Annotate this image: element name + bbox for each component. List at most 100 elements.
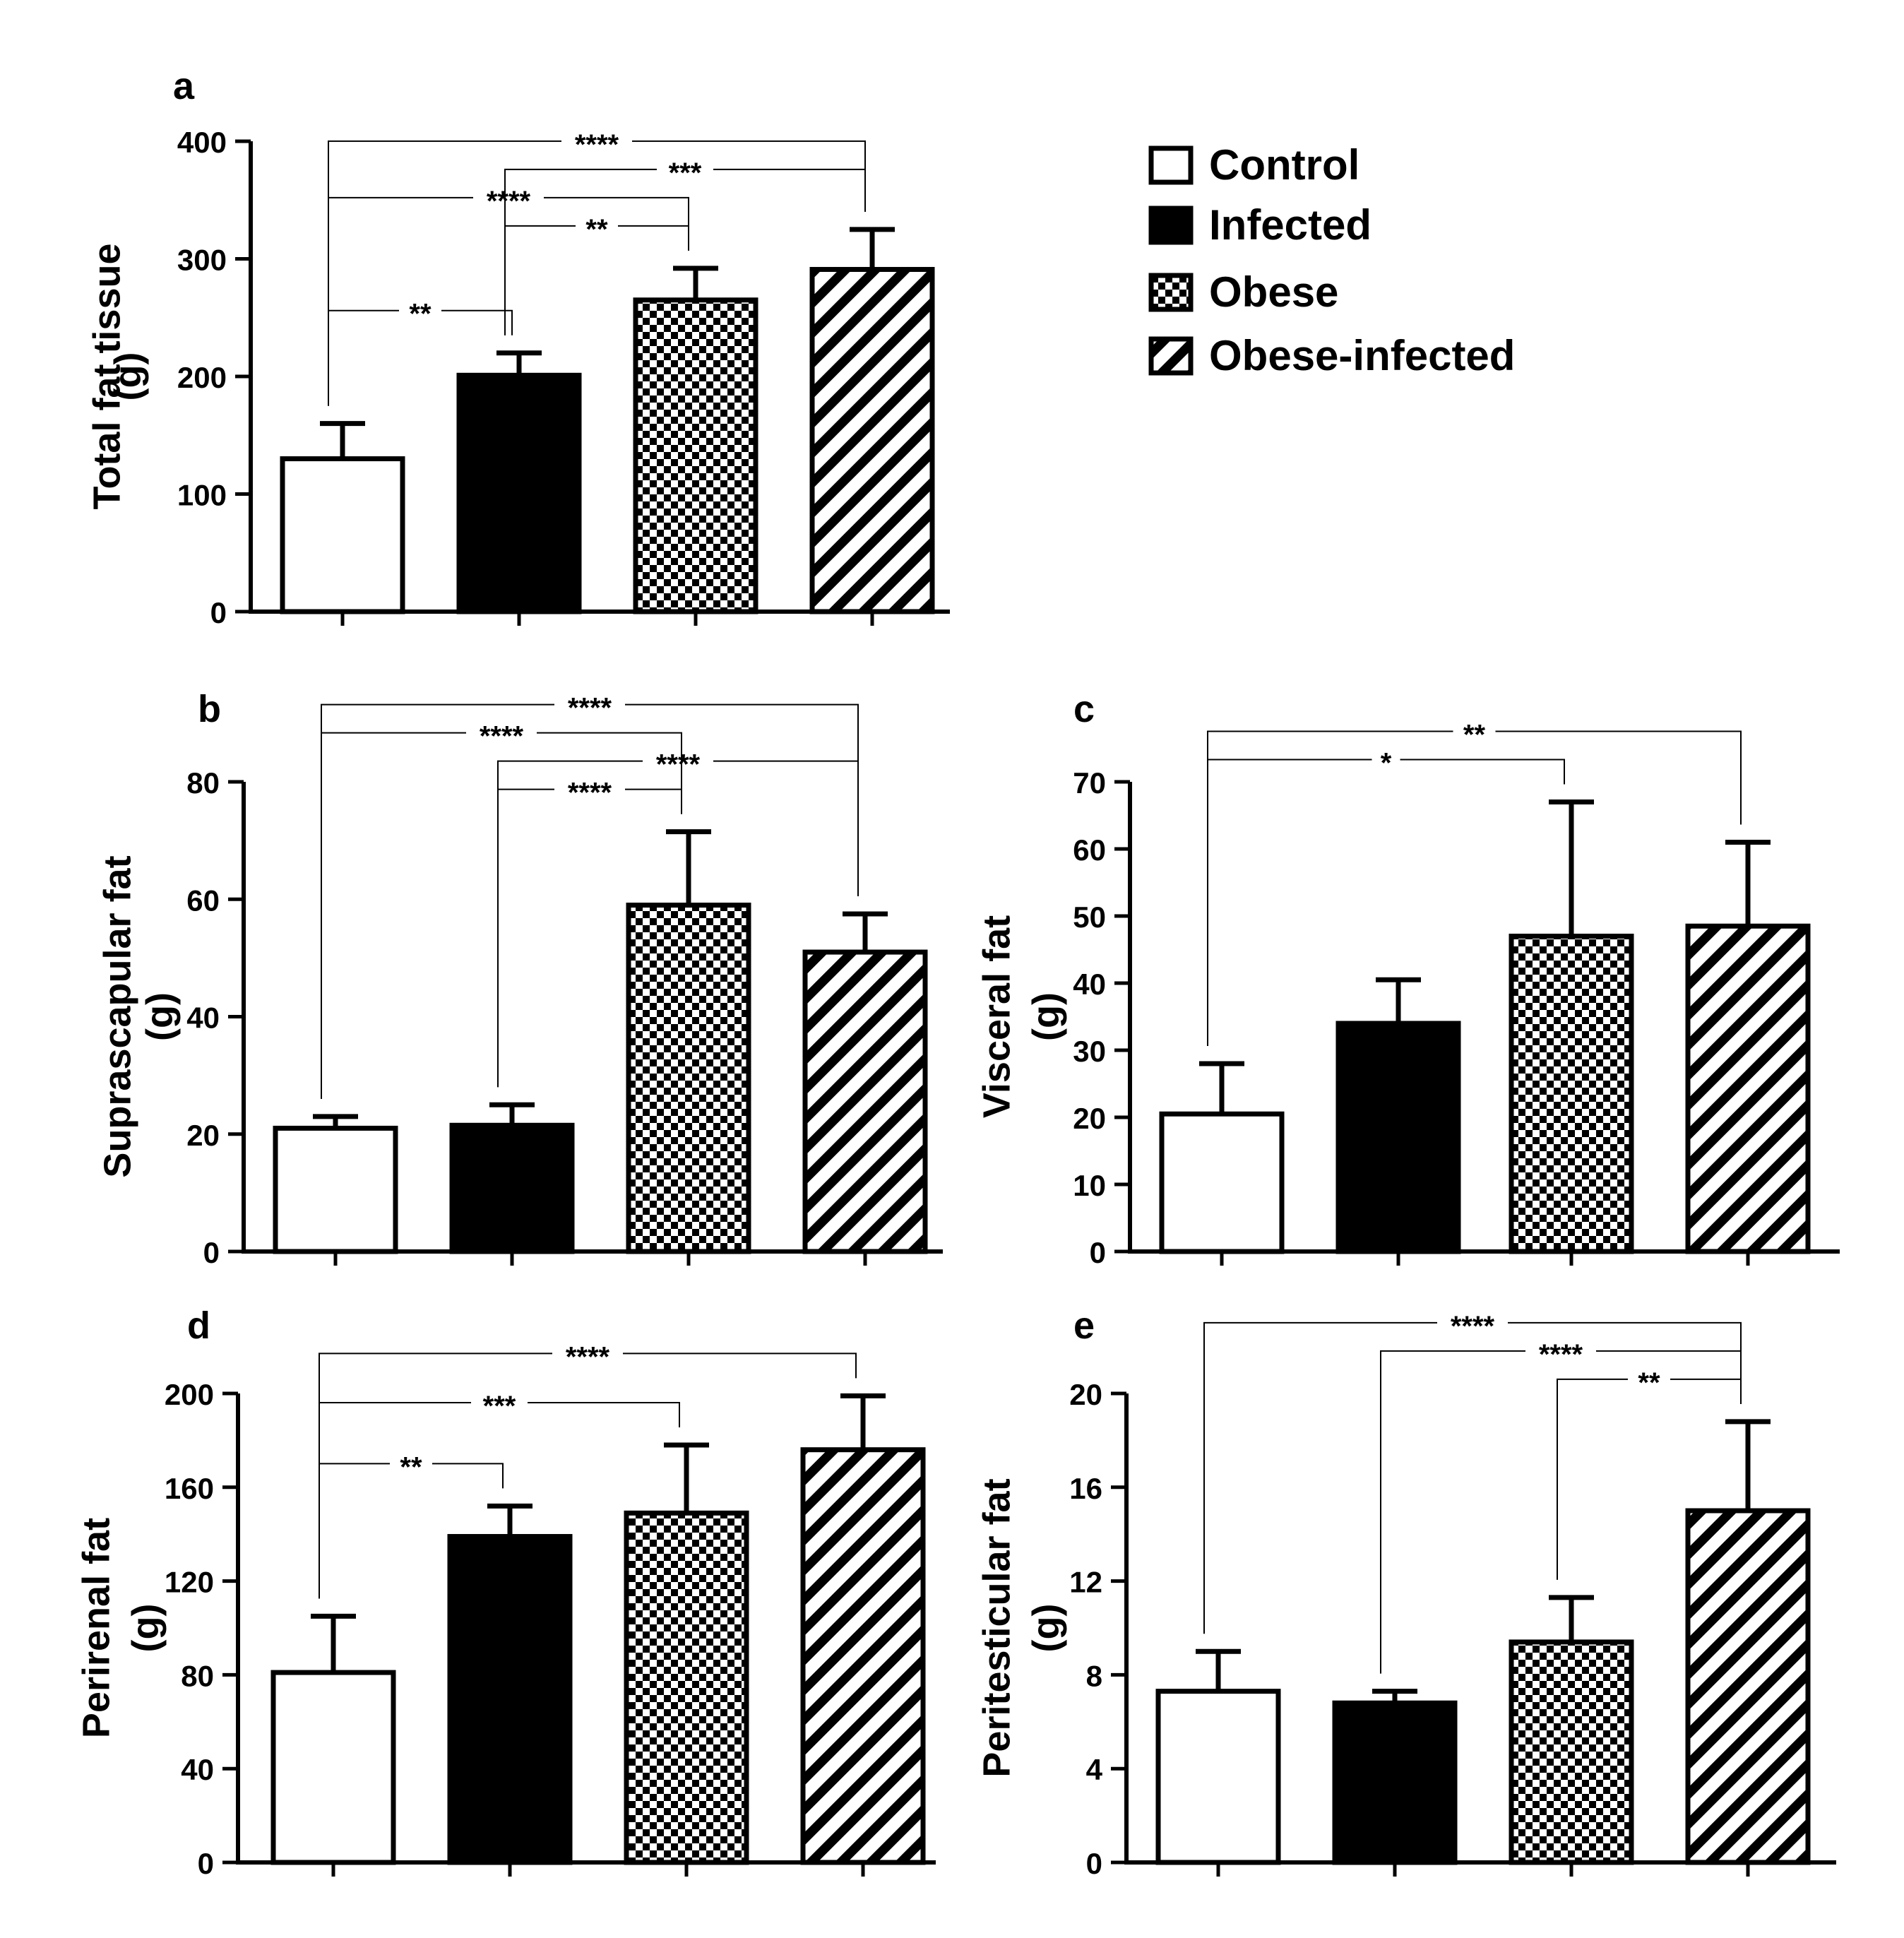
legend-item-infected: Infected — [1148, 201, 1372, 249]
y-tick-label: 40 — [186, 1001, 220, 1035]
bar-obese — [624, 1510, 749, 1865]
significance-label: **** — [568, 778, 612, 809]
significance-label: ** — [409, 299, 432, 330]
bar-infected — [456, 372, 582, 614]
bar-obese-infected — [809, 266, 935, 614]
legend-swatch — [1148, 273, 1194, 312]
y-axis-label: (g) — [107, 352, 149, 401]
significance-label: **** — [480, 721, 524, 752]
y-tick-label: 0 — [198, 1847, 214, 1880]
significance-label: **** — [568, 693, 612, 724]
significance-bracket — [319, 1353, 857, 1599]
y-tick-label: 200 — [165, 1378, 214, 1411]
y-tick-label: 40 — [181, 1753, 214, 1786]
y-tick-label: 70 — [1073, 766, 1106, 799]
panel-letter: e — [1073, 1304, 1095, 1347]
y-tick-label: 300 — [177, 244, 227, 277]
y-axis-label: Visceral fat — [975, 915, 1018, 1118]
bar-obese — [1509, 934, 1634, 1254]
bar-infected — [449, 1122, 575, 1254]
significance-label: **** — [566, 1341, 610, 1372]
bar-control — [273, 1125, 398, 1254]
bar-infected — [1335, 1021, 1461, 1254]
panel-letter: b — [198, 688, 221, 730]
y-tick-label: 0 — [1090, 1236, 1106, 1269]
legend-label: Infected — [1209, 201, 1372, 249]
legend-item-obese: Obese — [1148, 268, 1338, 316]
legend-swatch — [1148, 336, 1194, 376]
significance-label: **** — [656, 749, 701, 780]
bar-obese — [626, 903, 751, 1254]
y-tick-label: 400 — [177, 126, 227, 159]
y-tick-label: 4 — [1086, 1753, 1103, 1786]
significance-label: ** — [400, 1451, 422, 1482]
panel-b: b 0 20 40 60 80 Suprascapular fat (g) **** **** **… — [96, 688, 943, 1269]
y-axis-label: Total fat tissue — [85, 243, 128, 509]
legend-label: Obese — [1209, 268, 1338, 316]
bar-control — [270, 1670, 396, 1865]
significance-bracket — [1203, 1321, 1742, 1634]
bar-control — [280, 456, 405, 614]
y-tick-label: 8 — [1086, 1659, 1102, 1692]
panel-letter: c — [1073, 688, 1095, 730]
bar-obese-infected — [1685, 923, 1811, 1254]
bar-control — [1155, 1689, 1281, 1865]
legend-swatch — [1148, 145, 1194, 185]
y-tick-label: 60 — [186, 884, 220, 917]
y-tick-label: 12 — [1069, 1566, 1102, 1599]
significance-label: ** — [585, 214, 608, 245]
y-tick-label: 200 — [177, 361, 227, 394]
legend-label: Obese-infected — [1209, 332, 1515, 379]
y-tick-label: 0 — [210, 596, 227, 629]
y-tick-label: 120 — [165, 1566, 214, 1599]
legend: Control Infected Obese Obese-infected — [1148, 141, 1515, 379]
legend-swatch — [1148, 206, 1194, 245]
y-axis-label: Perirenal fat — [75, 1518, 117, 1738]
significance-label: **** — [1539, 1339, 1583, 1370]
y-tick-label: 50 — [1073, 900, 1106, 934]
y-tick-label: 60 — [1073, 833, 1106, 867]
y-tick-label: 20 — [1069, 1378, 1102, 1411]
significance-label: **** — [487, 186, 531, 217]
y-tick-label: 16 — [1069, 1472, 1102, 1505]
y-axis-label: (g) — [1025, 1604, 1067, 1653]
y-tick-label: 160 — [165, 1472, 214, 1505]
significance-label: ** — [1638, 1367, 1660, 1398]
significance-label: *** — [483, 1391, 516, 1422]
y-axis-label: (g) — [1025, 992, 1067, 1041]
significance-label: *** — [669, 157, 702, 189]
significance-bracket — [321, 703, 859, 1099]
legend-item-obese-infected: Obese-infected — [1148, 332, 1515, 379]
y-axis-label: (g) — [124, 1604, 167, 1653]
bar-infected — [447, 1534, 573, 1865]
significance-label: ** — [1463, 720, 1486, 751]
bar-obese-infected — [800, 1447, 926, 1865]
bar-obese-infected — [1685, 1508, 1811, 1865]
bar-control — [1159, 1111, 1285, 1254]
panel-letter: d — [187, 1304, 210, 1347]
bar-obese — [633, 297, 758, 614]
bar-obese — [1509, 1639, 1634, 1865]
panel-letter: a — [173, 65, 195, 107]
significance-label: **** — [1451, 1311, 1495, 1342]
y-tick-label: 0 — [203, 1236, 220, 1269]
significance-label: **** — [575, 129, 619, 160]
y-tick-label: 80 — [186, 766, 220, 799]
y-axis-label: (g) — [138, 992, 181, 1041]
bar-infected — [1332, 1700, 1458, 1865]
bar-obese-infected — [802, 949, 928, 1254]
y-axis-label: Suprascapular fat — [96, 855, 138, 1177]
y-tick-label: 10 — [1073, 1169, 1106, 1202]
significance-bracket — [1207, 730, 1742, 1046]
y-tick-label: 40 — [1073, 968, 1106, 1001]
significance-label: * — [1381, 748, 1392, 779]
legend-item-control: Control — [1148, 141, 1359, 189]
y-axis-label: Peritesticular fat — [975, 1478, 1018, 1777]
y-tick-label: 20 — [1073, 1102, 1106, 1135]
legend-label: Control — [1209, 141, 1359, 189]
